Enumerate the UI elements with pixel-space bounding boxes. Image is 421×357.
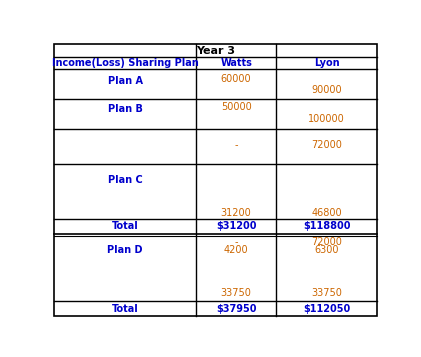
Text: $31200: $31200 <box>216 221 256 231</box>
Text: 90000: 90000 <box>312 85 342 95</box>
Text: $112050: $112050 <box>303 304 350 314</box>
Text: 100000: 100000 <box>308 114 345 124</box>
Text: $118800: $118800 <box>303 221 350 231</box>
Text: $37950: $37950 <box>216 304 256 314</box>
Text: 4200: 4200 <box>224 245 248 255</box>
Text: Lyon: Lyon <box>314 58 339 68</box>
Text: Total: Total <box>112 221 139 231</box>
Text: Plan A: Plan A <box>108 76 143 86</box>
Text: 31200: 31200 <box>221 208 251 218</box>
Text: Watts: Watts <box>220 58 252 68</box>
Text: 72000: 72000 <box>311 237 342 247</box>
Text: Plan D: Plan D <box>107 245 143 255</box>
Text: 50000: 50000 <box>221 102 251 112</box>
Text: 33750: 33750 <box>221 288 252 298</box>
Text: -: - <box>234 237 238 247</box>
Text: Year 3: Year 3 <box>196 46 235 56</box>
Text: Plan C: Plan C <box>108 175 143 185</box>
Text: Income(Loss) Sharing Plan: Income(Loss) Sharing Plan <box>52 58 199 68</box>
Text: 72000: 72000 <box>311 140 342 150</box>
Text: Plan B: Plan B <box>108 104 143 114</box>
Text: 60000: 60000 <box>221 74 251 84</box>
Text: 6300: 6300 <box>314 245 339 255</box>
Text: Total: Total <box>112 304 139 314</box>
Text: 46800: 46800 <box>312 208 342 218</box>
Text: 33750: 33750 <box>311 288 342 298</box>
Text: -: - <box>234 140 238 150</box>
